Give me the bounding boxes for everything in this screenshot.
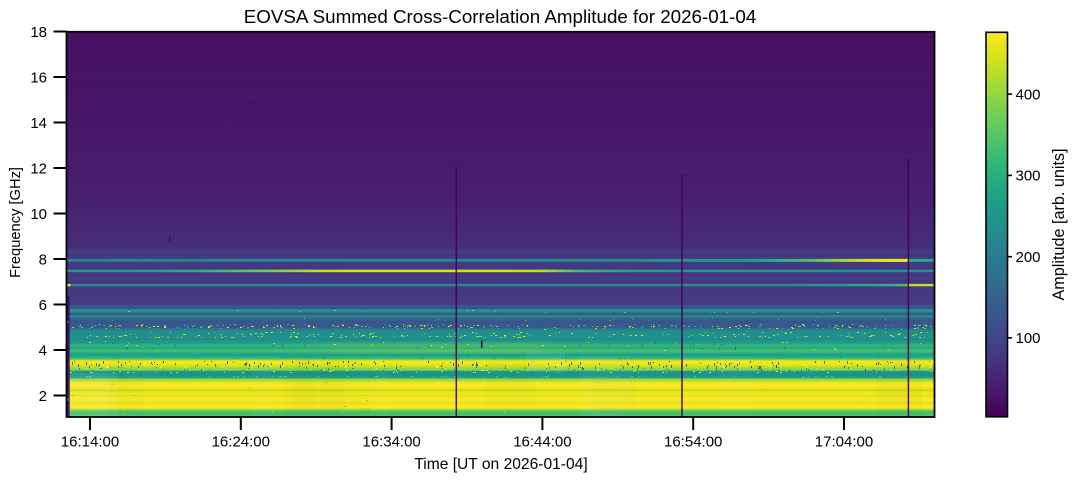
svg-text:200: 200	[1016, 249, 1041, 266]
svg-text:16:34:00: 16:34:00	[362, 434, 420, 451]
svg-text:4: 4	[39, 342, 47, 359]
svg-text:2: 2	[39, 388, 47, 405]
svg-text:Amplitude [arb. units]: Amplitude [arb. units]	[1050, 148, 1068, 300]
svg-text:400: 400	[1016, 86, 1041, 103]
svg-text:14: 14	[30, 115, 47, 132]
svg-text:300: 300	[1016, 168, 1041, 185]
svg-text:EOVSA Summed Cross-Correlation: EOVSA Summed Cross-Correlation Amplitude…	[244, 6, 757, 27]
svg-text:8: 8	[39, 251, 47, 268]
svg-text:Time [UT on 2026-01-04]: Time [UT on 2026-01-04]	[414, 456, 587, 473]
svg-text:16: 16	[30, 69, 47, 86]
svg-text:16:54:00: 16:54:00	[664, 434, 722, 451]
svg-text:18: 18	[30, 24, 47, 41]
svg-text:10: 10	[30, 206, 47, 223]
svg-text:16:24:00: 16:24:00	[212, 434, 270, 451]
svg-text:16:44:00: 16:44:00	[513, 434, 571, 451]
svg-text:6: 6	[39, 297, 47, 314]
svg-text:16:14:00: 16:14:00	[61, 434, 119, 451]
svg-text:Frequency [GHz]: Frequency [GHz]	[8, 167, 24, 278]
svg-text:12: 12	[30, 160, 47, 177]
svg-text:100: 100	[1016, 330, 1041, 347]
svg-text:17:04:00: 17:04:00	[815, 434, 873, 451]
